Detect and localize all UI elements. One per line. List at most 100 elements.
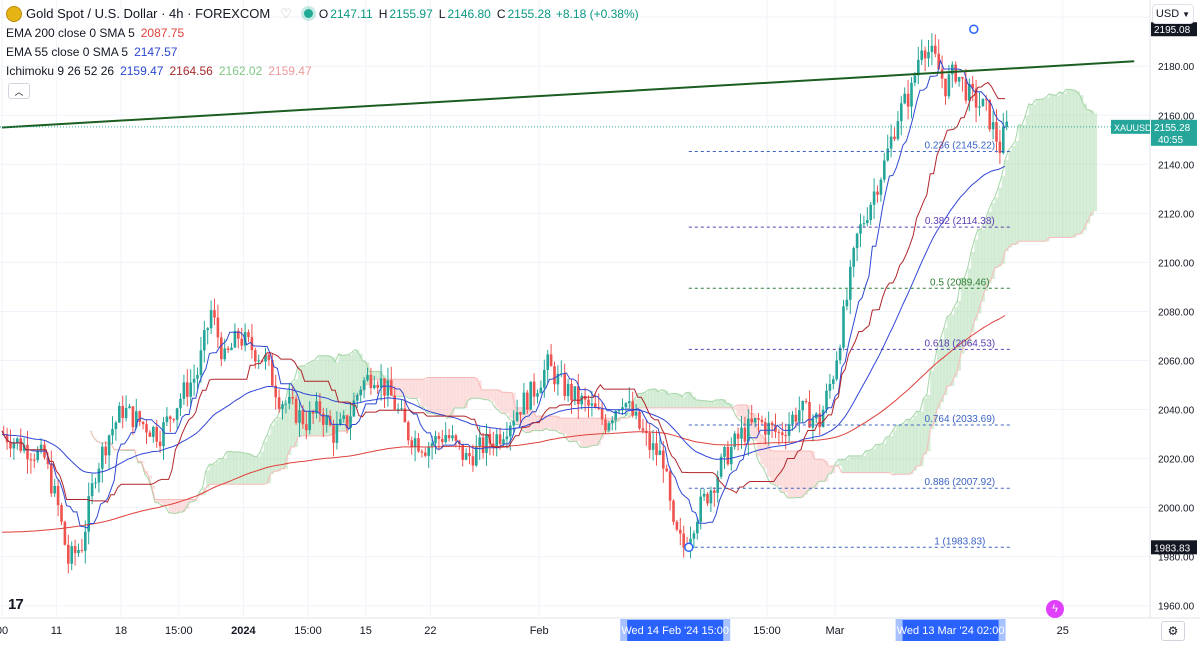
kumo-segment (824, 460, 829, 482)
high-price-tag-bg (1151, 22, 1197, 37)
kumo-segment (790, 451, 795, 498)
kumo-segment (586, 418, 591, 448)
kumo-segment (675, 393, 679, 408)
candle-body (308, 411, 311, 431)
kumo-segment (743, 404, 747, 424)
candle-body (940, 69, 944, 79)
lightning-icon[interactable]: ϟ (1046, 600, 1064, 618)
candle-body (515, 412, 519, 421)
kumo-segment (1032, 104, 1036, 242)
kumo-segment (348, 354, 353, 422)
candle-body (733, 433, 736, 447)
time-marker-bg (627, 620, 724, 641)
candle-body (342, 415, 345, 420)
kumo-segment (879, 444, 883, 473)
kumo-segment (376, 371, 380, 380)
collapse-legend-button[interactable]: ︿ (8, 83, 30, 99)
candle-body (760, 419, 764, 423)
kumo-segment (216, 461, 220, 485)
candle-body (835, 360, 838, 380)
kumo-segment (974, 239, 979, 321)
y-tick-label: 2120.00 (1158, 209, 1195, 220)
candle-body (577, 386, 580, 405)
kumo-segment (705, 400, 710, 408)
kumo-segment (158, 499, 163, 504)
candle-body (730, 446, 733, 465)
kumo-segment (301, 365, 305, 436)
indicator-row[interactable]: Ichimoku 9 26 52 26 2159.47 2164.56 2162.02… (6, 61, 639, 80)
fib-level-label: 0.618 (2064.53) (924, 338, 995, 349)
candle-body (264, 354, 267, 362)
kumo-segment (848, 455, 853, 473)
y-tick-label: 1980.00 (1158, 553, 1195, 564)
kumo-segment (498, 389, 503, 411)
candle-body (723, 447, 726, 457)
kumo-segment (892, 430, 897, 475)
kijun-line (1, 81, 1005, 503)
tradingview-logo-icon[interactable]: 17 (8, 596, 24, 613)
candle-body (998, 141, 1002, 154)
candle-body (862, 223, 866, 225)
kumo-segment (756, 427, 761, 457)
kumo-segment (508, 392, 513, 419)
candle-body (182, 382, 186, 399)
candle-body (107, 435, 111, 456)
candle-body (70, 546, 73, 564)
candle-body (332, 425, 335, 443)
candle-body (475, 446, 478, 466)
candle-body (97, 468, 101, 483)
candle-body (87, 496, 90, 532)
candle-body (63, 521, 67, 545)
kumo-segment (321, 355, 326, 436)
candle-body (804, 401, 808, 403)
kumo-segment (787, 451, 792, 498)
currency-selector[interactable]: USD ▼ (1152, 4, 1194, 24)
kumo-segment (311, 361, 316, 436)
x-tick-label: 25 (1057, 625, 1069, 637)
candle-body (226, 348, 230, 351)
candle-body (349, 416, 352, 429)
kumo-segment (1035, 99, 1040, 242)
favorite-heart-icon[interactable]: ♡ (280, 5, 292, 21)
settings-icon[interactable]: ⚙ (1161, 621, 1185, 641)
kumo-segment (447, 377, 452, 419)
kumo-segment (699, 399, 703, 408)
fib-level-label: 0.886 (2007.92) (924, 477, 995, 488)
kumo-segment (654, 388, 659, 408)
candle-body (284, 403, 288, 405)
kumo-segment (569, 418, 574, 442)
indicator-row[interactable]: EMA 55 close 0 SMA 5 2147.57 (6, 42, 639, 61)
kumo-segment (784, 451, 788, 493)
kumo-segment (600, 418, 605, 440)
symbol-tag-bg (1111, 119, 1150, 134)
indicator-name: Ichimoku 9 26 52 26 (6, 63, 115, 78)
kumo-segment (512, 392, 516, 422)
kumo-segment (175, 499, 180, 514)
symbol-title[interactable]: Gold Spot / U.S. Dollar · 4h · FOREXCOM (26, 6, 271, 21)
indicator-value: 2087.75 (140, 25, 185, 40)
candle-body (478, 437, 481, 447)
kumo-segment (573, 418, 577, 442)
kumo-segment (280, 407, 285, 469)
candle-body (917, 59, 920, 76)
candle-body (832, 379, 835, 384)
candle-body (114, 422, 118, 430)
indicator-row[interactable]: EMA 200 close 0 SMA 5 2087.75 (6, 23, 639, 42)
kumo-segment (658, 391, 662, 408)
kumo-segment (464, 377, 469, 408)
high-value: 2155.97 (389, 6, 433, 21)
kumo-segment (716, 399, 720, 408)
candle-body (502, 439, 505, 445)
kumo-segment (984, 222, 989, 291)
kumo-segment (954, 307, 958, 378)
candle-body (655, 443, 658, 456)
kumo-segment (440, 377, 445, 415)
kumo-segment (284, 405, 288, 469)
open-label: O (318, 6, 329, 21)
high-label: H (378, 6, 388, 21)
x-tick-label: 15:00 (294, 625, 322, 637)
kumo-segment (505, 392, 509, 414)
kumo-segment (454, 377, 458, 408)
